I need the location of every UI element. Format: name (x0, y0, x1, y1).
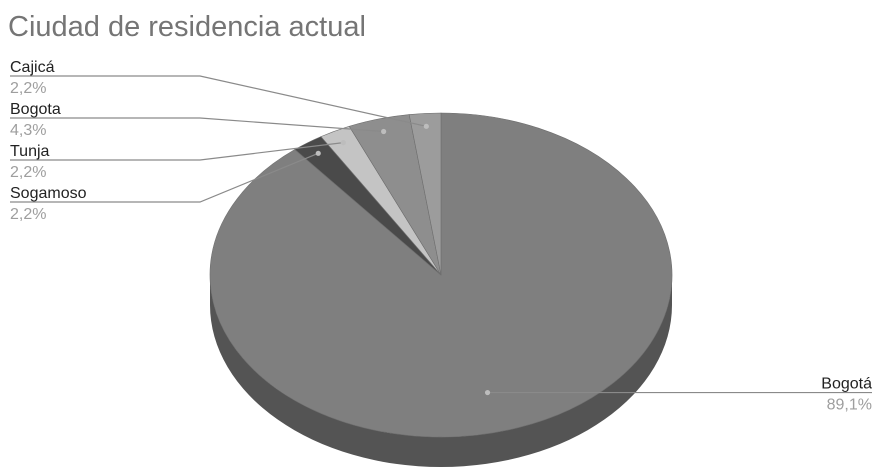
slice-percent-label: 4,3% (10, 122, 46, 139)
slice-percent-label: 89,1% (827, 397, 872, 414)
leader-line (10, 152, 319, 203)
leader-line (10, 75, 427, 127)
slice-name-label: Tunja (10, 143, 50, 160)
leader-dot (484, 389, 491, 396)
leader-line (10, 142, 344, 161)
leader-dot (340, 140, 346, 146)
leader-dot (423, 123, 429, 129)
slice-name-label: Cajicá (10, 59, 55, 76)
slice-percent-label: 2,2% (10, 206, 46, 223)
leader-dot (381, 128, 387, 135)
pie-label-bogota-0: Bogotá 89,1% (484, 376, 872, 414)
slice-name-label: Sogamoso (10, 185, 87, 202)
slice-name-label: Bogotá (821, 376, 872, 393)
pie-labels: Cajicá 2,2% Bogota 4,3% Tunja 2,2% Sogamoso 2,2… (10, 59, 872, 414)
leader-dot (315, 150, 321, 156)
slice-percent-label: 2,2% (10, 80, 46, 97)
pie-slice-cajica-4 (408, 112, 442, 276)
slice-percent-label: 2,2% (10, 164, 46, 181)
pie-label-sogamoso-1: Sogamoso 2,2% (10, 150, 321, 223)
pie-top-faces (209, 112, 673, 438)
slice-name-label: Bogota (10, 101, 61, 118)
pie-side-walls (210, 275, 672, 467)
pie-label-bogota-3: Bogota 4,3% (10, 101, 387, 139)
pie-label-cajica-4: Cajicá 2,2% (10, 59, 429, 129)
pie-label-tunja-2: Tunja 2,2% (10, 140, 346, 181)
pie-side-bogota-0 (210, 275, 672, 467)
chart-title: Ciudad de residencia actual (8, 11, 366, 43)
leader-line (10, 117, 384, 133)
